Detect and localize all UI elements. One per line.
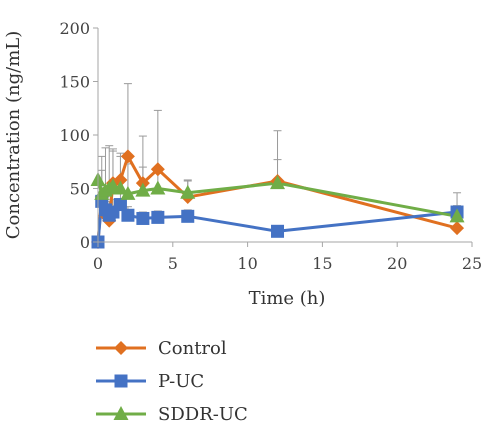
p-uc-point xyxy=(136,211,150,225)
y-tick-label: 50 xyxy=(70,180,90,199)
legend-item-control: Control xyxy=(96,338,227,359)
sddr-uc-point xyxy=(135,182,151,197)
y-tick-label: 200 xyxy=(59,19,90,38)
x-tick-label: 10 xyxy=(237,254,257,273)
x-tick-label: 25 xyxy=(462,254,482,273)
control-point xyxy=(450,221,465,236)
error-bars xyxy=(97,83,462,232)
control-point xyxy=(120,149,135,164)
x-tick-label: 0 xyxy=(93,254,103,273)
p-uc-point xyxy=(121,208,135,222)
p-uc-point xyxy=(271,224,285,238)
y-tick-label: 0 xyxy=(80,233,90,252)
legend-label: SDDR-UC xyxy=(158,404,248,425)
legend-label: P-UC xyxy=(158,371,204,392)
sddr-uc-point xyxy=(180,184,196,199)
p-uc-point xyxy=(181,209,195,223)
x-axis-label: Time (h) xyxy=(249,288,326,309)
axes xyxy=(93,27,473,247)
series-markers xyxy=(90,149,465,249)
legend: Control P-UC SDDR-UC xyxy=(96,338,248,425)
sddr-uc-point xyxy=(449,208,465,223)
legend-item-p-uc: P-UC xyxy=(96,371,204,392)
p-uc-point xyxy=(151,210,165,224)
x-tick-label: 15 xyxy=(312,254,332,273)
sddr-uc-point xyxy=(120,185,136,200)
control-point xyxy=(150,162,165,177)
legend-swatch-marker xyxy=(114,374,128,388)
control-point xyxy=(113,172,128,187)
x-tick-label: 5 xyxy=(168,254,178,273)
y-axis-label: Concentration (ng/mL) xyxy=(3,31,24,240)
y-tick-label: 150 xyxy=(59,73,90,92)
sddr-uc-point xyxy=(112,180,128,195)
legend-label: Control xyxy=(158,338,227,359)
x-tick-label: 20 xyxy=(387,254,407,273)
p-uc-point xyxy=(113,198,127,212)
legend-item-sddr-uc: SDDR-UC xyxy=(96,404,248,425)
tick-labels: 0 50 100 150 200 0 5 10 15 20 25 xyxy=(59,19,482,273)
y-tick-label: 100 xyxy=(59,126,90,145)
sddr-uc-point xyxy=(150,180,166,195)
sddr-uc-point xyxy=(270,175,286,190)
legend-swatch-marker xyxy=(113,406,129,420)
legend-swatch-marker xyxy=(114,341,128,355)
